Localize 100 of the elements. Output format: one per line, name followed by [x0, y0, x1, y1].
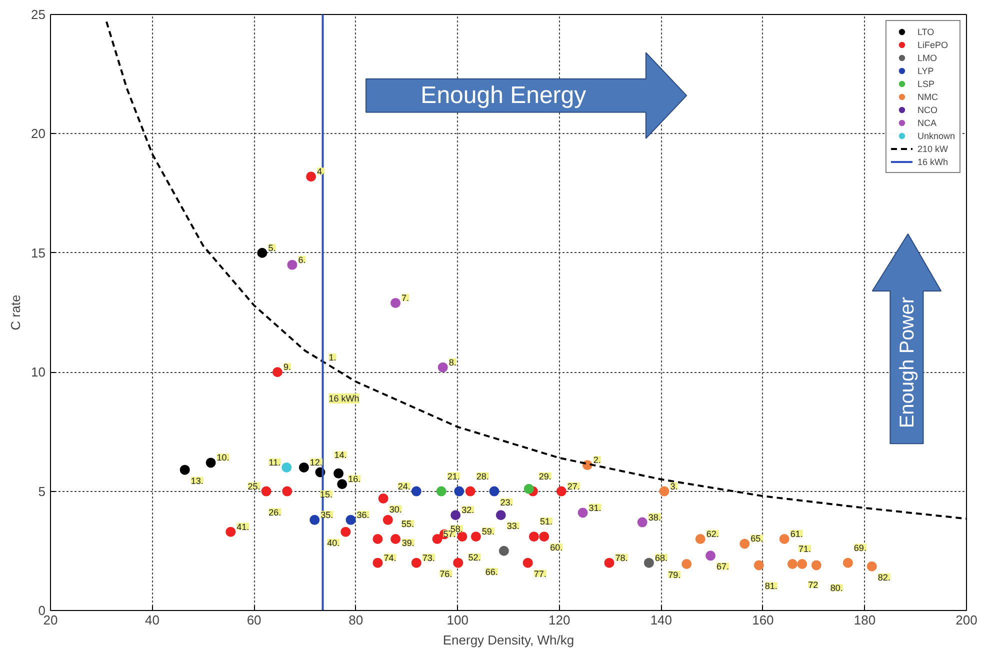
annotation: 30. — [389, 504, 402, 514]
annotation: 7. — [402, 292, 410, 303]
point — [682, 559, 692, 570]
point — [498, 546, 509, 556]
point — [372, 534, 383, 544]
annotation: 73. — [422, 552, 435, 563]
point — [556, 486, 566, 496]
annotation: 74. — [384, 552, 396, 563]
point — [337, 479, 348, 490]
annotation: 24. — [398, 481, 410, 492]
y-axis-title: C rate — [8, 294, 24, 330]
point — [524, 484, 534, 494]
point — [257, 248, 268, 258]
y-tick-label: 5 — [38, 484, 46, 499]
x-tick-label: 140 — [650, 612, 672, 628]
point — [842, 558, 853, 568]
point — [637, 517, 648, 528]
x-tick-label: 200 — [956, 612, 978, 628]
legend-label: LTO — [917, 26, 936, 38]
annotation: 16 kWh — [328, 393, 360, 404]
point — [528, 532, 539, 542]
y-tick-label: 25 — [31, 7, 46, 22]
point — [180, 464, 190, 475]
annotation: 61. — [790, 528, 803, 539]
point — [787, 559, 798, 570]
point — [811, 560, 822, 570]
legend-label: NCA — [917, 116, 938, 129]
annotation: 69. — [854, 542, 866, 553]
point — [866, 561, 877, 572]
annotation: 4. — [317, 166, 325, 177]
point — [438, 362, 448, 372]
annotation: 13. — [190, 476, 204, 486]
point — [298, 462, 309, 472]
point — [206, 458, 216, 468]
y-tick-label: 10 — [31, 364, 46, 380]
annotation: 11. — [268, 457, 281, 468]
annotation: 27. — [567, 481, 580, 492]
point — [578, 508, 588, 518]
annotation: 28. — [476, 471, 489, 482]
x-tick-label: 160 — [752, 612, 774, 628]
point — [334, 468, 344, 478]
annotation: 26. — [268, 507, 282, 518]
annotation: 21. — [447, 471, 460, 482]
point — [261, 486, 272, 496]
annotation: 16. — [348, 474, 361, 484]
annotation: 39. — [402, 538, 414, 548]
legend-label: 210 kW — [917, 142, 948, 155]
annotation: 8. — [448, 357, 456, 368]
annotation: 76. — [440, 568, 452, 579]
annotation: 1. — [328, 352, 336, 363]
point — [644, 558, 654, 568]
point — [272, 367, 282, 378]
annotation: 5. — [268, 242, 276, 253]
y-tick-label: 15 — [31, 245, 46, 260]
point — [378, 493, 388, 504]
annotation: 52. — [468, 552, 481, 563]
annotation: 23. — [500, 497, 513, 508]
x-tick-label: 80 — [348, 612, 364, 628]
point — [411, 558, 422, 568]
legend-label: NCO — [917, 104, 938, 116]
point — [489, 486, 500, 496]
annotation: 80. — [830, 583, 843, 594]
annotation: 55. — [402, 518, 414, 529]
annotation: 6. — [298, 254, 306, 265]
legend-label: LYP — [917, 64, 935, 77]
point — [450, 510, 461, 520]
point — [226, 526, 236, 537]
legend-label: LMO — [917, 52, 938, 64]
annotation: 32. — [462, 505, 474, 516]
point — [310, 514, 320, 525]
point — [282, 486, 292, 496]
point — [470, 532, 481, 542]
annotation: 41. — [236, 522, 250, 532]
x-axis-title: Energy Density, Wh/kg — [442, 632, 574, 648]
annotation: 79. — [668, 570, 681, 580]
point — [287, 260, 298, 270]
y-tick-label: 20 — [31, 126, 46, 142]
point — [706, 550, 716, 561]
point — [372, 558, 383, 568]
point — [411, 486, 422, 496]
point — [346, 514, 356, 525]
annotation: 3. — [670, 481, 678, 492]
point — [465, 486, 476, 496]
x-tick-label: 180 — [854, 612, 876, 628]
point — [695, 534, 706, 544]
annotation: 14. — [334, 450, 347, 460]
annotation: 71. — [798, 544, 811, 554]
point — [457, 532, 468, 542]
legend-label: 16 kWh — [917, 156, 948, 168]
annotation: 65. — [750, 534, 764, 544]
annotation: 35. — [320, 510, 334, 520]
annotation: 10. — [216, 452, 230, 463]
point — [797, 559, 808, 570]
point — [390, 298, 401, 308]
annotation: 66. — [485, 566, 498, 577]
point — [306, 172, 316, 182]
point — [496, 510, 506, 520]
annotation: 40. — [327, 538, 340, 548]
annotation: 15. — [320, 489, 333, 500]
annotation: 12. — [310, 457, 322, 468]
